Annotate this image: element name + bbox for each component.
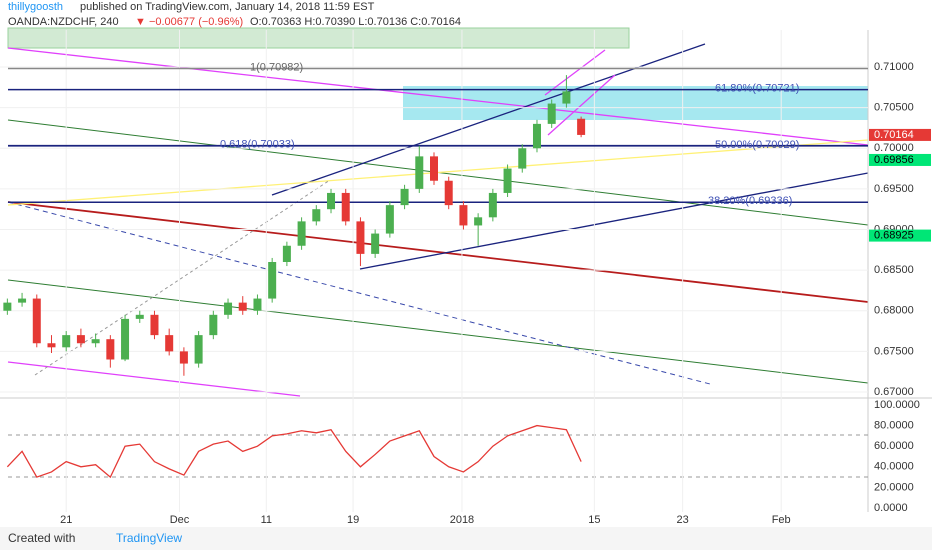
footer xyxy=(0,527,932,550)
candle-body xyxy=(32,298,41,344)
candle-body xyxy=(297,221,306,246)
x-tick-label: 23 xyxy=(677,514,689,526)
candle-body xyxy=(356,221,365,254)
level-label: 38.20%(0.69336) xyxy=(708,195,792,207)
price-label-bg xyxy=(869,229,931,242)
price-label-bg xyxy=(869,153,931,166)
candle-body xyxy=(327,192,336,210)
candle-body xyxy=(76,335,85,344)
candle-body xyxy=(341,192,350,222)
candle-body xyxy=(518,148,527,169)
candle-body xyxy=(474,217,483,226)
candle-body xyxy=(47,343,56,348)
change-value: −0.00677 (−0.96%) xyxy=(149,16,243,28)
candle-body xyxy=(91,339,100,344)
trendline xyxy=(34,179,331,376)
y-tick-label: 0.68000 xyxy=(874,305,914,317)
level-label: 0.618(0.70033) xyxy=(220,138,295,150)
candle-body xyxy=(282,245,291,262)
candle-body xyxy=(179,351,188,364)
x-tick-label: 21 xyxy=(60,514,72,526)
y-tick-label: 20.0000 xyxy=(874,481,914,493)
y-tick-label: 100.0000 xyxy=(874,399,920,411)
level-label: 50.00%(0.70029) xyxy=(715,139,799,151)
candle-body xyxy=(165,335,174,352)
candle-body xyxy=(135,314,144,319)
candle-body xyxy=(209,314,218,336)
level-label: 61.80%(0.70721) xyxy=(715,83,799,95)
price-label-bg xyxy=(869,128,931,141)
y-tick-label: 0.67500 xyxy=(874,345,914,357)
symbol: OANDA:NZDCHF, 240 xyxy=(8,16,119,28)
candle-body xyxy=(444,180,453,206)
footer-brand[interactable]: TradingView xyxy=(116,531,182,545)
zone xyxy=(7,27,630,49)
x-tick-label: Feb xyxy=(772,514,791,526)
author[interactable]: thillygoosth xyxy=(8,1,63,13)
x-tick-label: Dec xyxy=(170,514,190,526)
y-tick-label: 0.0000 xyxy=(874,502,908,514)
published: published on TradingView.com, January 14… xyxy=(80,1,375,13)
candle-body xyxy=(385,205,394,234)
candle-body xyxy=(253,298,262,311)
trendline xyxy=(547,74,616,136)
trendline xyxy=(544,49,606,96)
candle-body xyxy=(3,302,12,311)
x-tick-label: 2018 xyxy=(450,514,474,526)
candle-body xyxy=(488,192,497,218)
trendline xyxy=(7,279,869,384)
x-tick-label: 19 xyxy=(347,514,359,526)
level-label: 1(0.70982) xyxy=(250,61,303,73)
candle-body xyxy=(430,156,438,181)
candle-body xyxy=(371,233,380,254)
candle-body xyxy=(532,123,541,149)
candle-body xyxy=(562,91,571,104)
x-tick-label: 11 xyxy=(261,514,272,526)
candle-body xyxy=(459,205,468,226)
candle-body xyxy=(400,188,409,206)
candle-body xyxy=(224,302,233,315)
y-tick-label: 0.71000 xyxy=(874,61,914,73)
candle-body xyxy=(268,262,277,299)
trendline xyxy=(7,361,301,397)
trendline xyxy=(7,47,869,146)
candle-body xyxy=(150,314,159,336)
candle-body xyxy=(577,118,586,135)
y-tick-label: 60.0000 xyxy=(874,440,914,452)
candle-body xyxy=(18,298,27,303)
y-tick-label: 40.0000 xyxy=(874,461,914,473)
y-tick-label: 0.68500 xyxy=(874,264,914,276)
candle-body xyxy=(238,302,247,311)
candle-body xyxy=(415,156,424,189)
y-tick-label: 0.67000 xyxy=(874,386,914,398)
candle-body xyxy=(547,103,556,124)
y-tick-label: 80.0000 xyxy=(874,420,914,432)
change: ▼ −0.00677 (−0.96%) xyxy=(135,16,243,28)
y-tick-label: 0.70000 xyxy=(874,142,914,154)
x-tick-label: 15 xyxy=(588,514,600,526)
y-tick-label: 0.70500 xyxy=(874,102,914,114)
y-tick-label: 0.69500 xyxy=(874,183,914,195)
price-label: 0.70164 xyxy=(874,129,914,141)
ohlc: O:0.70363 H:0.70390 L:0.70136 C:0.70164 xyxy=(250,16,461,28)
candle-body xyxy=(121,318,130,360)
zone xyxy=(403,86,868,120)
candle-body xyxy=(106,339,115,360)
rsi-line xyxy=(6,424,582,479)
price-label: 0.69856 xyxy=(874,154,914,166)
footer-text: Created with xyxy=(8,531,75,545)
trendline xyxy=(7,201,711,385)
candle-body xyxy=(62,335,71,348)
candle-body xyxy=(194,335,203,364)
trendline xyxy=(7,201,869,303)
price-label: 0.68925 xyxy=(874,230,914,242)
candle-body xyxy=(312,209,321,222)
candle-body xyxy=(503,168,512,193)
